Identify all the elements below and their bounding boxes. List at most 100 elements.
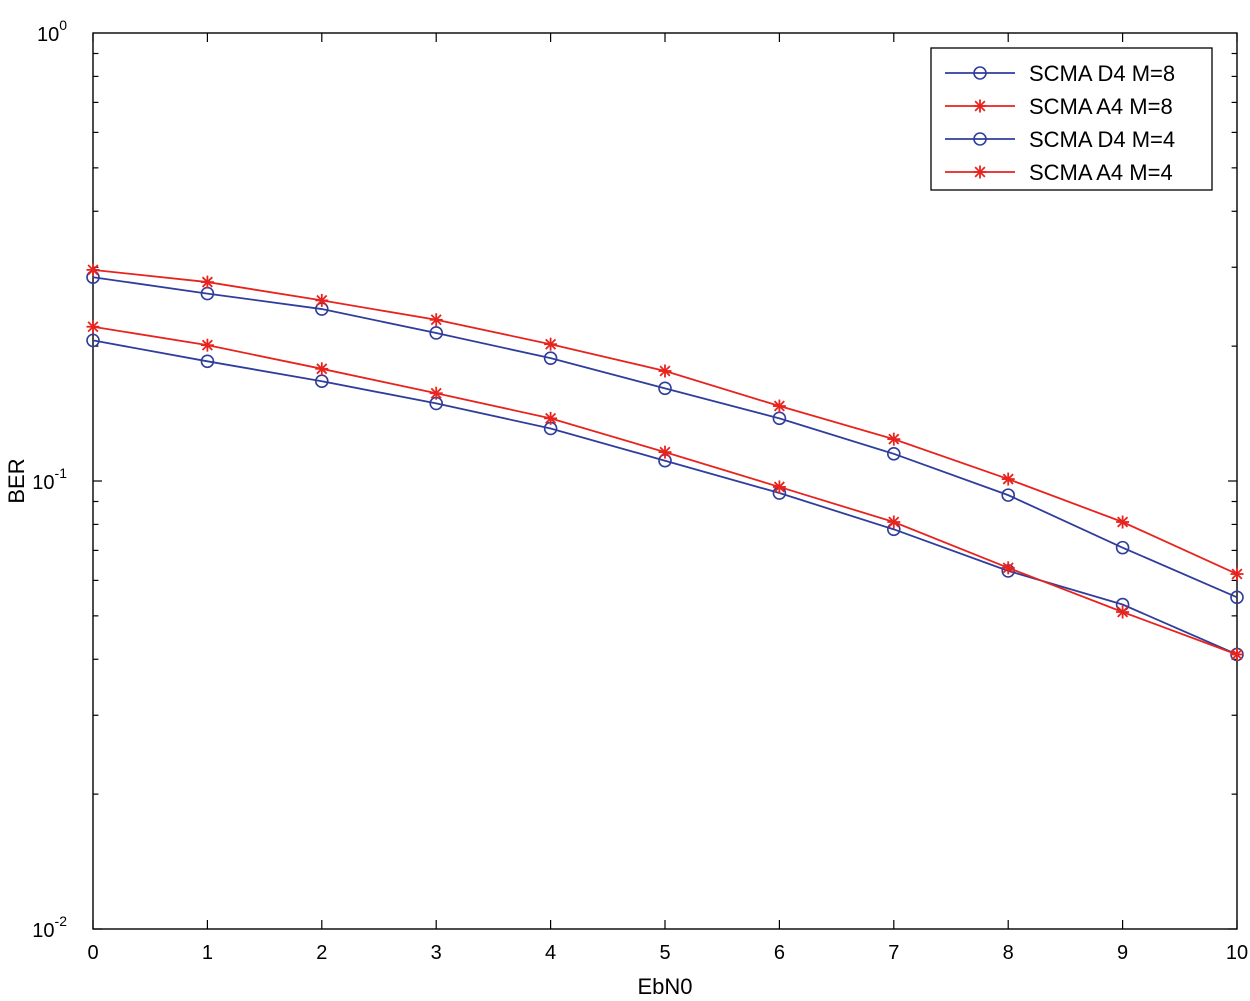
data-point	[1001, 472, 1015, 486]
data-point	[1230, 590, 1244, 605]
data-point	[429, 386, 443, 400]
marker-stroke	[430, 387, 442, 399]
x-tick-label: 3	[431, 942, 442, 964]
series-1	[86, 270, 1244, 605]
marker-stroke	[888, 516, 900, 528]
legend-box	[930, 47, 1213, 191]
marker-stroke	[888, 433, 900, 445]
data-point	[429, 313, 443, 327]
y-axis-label: BER	[4, 458, 29, 503]
marker-stroke	[1231, 568, 1243, 580]
data-point	[973, 132, 987, 146]
marker-stroke	[430, 314, 442, 326]
data-point	[544, 337, 558, 351]
data-point	[200, 338, 214, 352]
legend-item: SCMA D4 M=8	[945, 61, 1175, 86]
legend-label: SCMA D4 M=4	[1029, 127, 1175, 152]
y-tick-label-exponent: -2	[55, 913, 68, 929]
marker-stroke	[773, 400, 785, 412]
axis-labels: EbN0 BER	[4, 458, 693, 999]
marker-stroke	[316, 294, 328, 306]
data-point	[772, 399, 786, 413]
data-point	[973, 165, 987, 179]
data-point	[200, 275, 214, 289]
data-point	[200, 354, 215, 369]
data-point	[887, 515, 901, 529]
series-2	[86, 263, 1244, 581]
axis-ticks	[92, 33, 1238, 930]
y-tick-label-exponent: 0	[59, 17, 67, 33]
series-group	[86, 263, 1244, 662]
data-point	[1116, 605, 1130, 619]
legend-label: SCMA A4 M=8	[1029, 94, 1173, 119]
data-point	[658, 381, 672, 396]
data-point	[86, 263, 100, 277]
y-tick-label-base: 10	[32, 472, 54, 494]
data-point	[315, 293, 329, 307]
data-point	[544, 411, 558, 425]
x-axis-label: EbN0	[637, 974, 692, 999]
y-tick-label-base: 10	[37, 24, 59, 46]
marker-stroke	[1117, 606, 1129, 618]
series-line	[92, 276, 1238, 599]
data-point	[1230, 567, 1244, 581]
marker-stroke	[545, 412, 557, 424]
marker-stroke	[1231, 648, 1243, 660]
y-tick-label: 10-1	[32, 465, 67, 494]
legend-label: SCMA D4 M=8	[1029, 61, 1175, 86]
marker-stroke	[201, 339, 213, 351]
marker-stroke	[545, 338, 557, 350]
y-tick-label: 100	[37, 17, 67, 46]
y-tick-label-exponent: -1	[55, 465, 68, 481]
data-point	[658, 364, 672, 378]
legend-item: SCMA D4 M=4	[945, 127, 1175, 152]
marker-stroke	[974, 100, 986, 112]
x-tick-label: 9	[1117, 942, 1128, 964]
x-tick-label: 0	[87, 942, 98, 964]
marker-stroke	[1002, 473, 1014, 485]
marker-stroke	[659, 365, 671, 377]
x-tick-label: 10	[1226, 942, 1248, 964]
data-point	[973, 66, 987, 80]
data-point	[973, 99, 987, 113]
data-point	[658, 445, 672, 459]
data-point	[887, 432, 901, 446]
y-tick-label-base: 10	[32, 920, 54, 942]
marker-stroke	[659, 446, 671, 458]
x-tick-label: 7	[888, 942, 899, 964]
marker-stroke	[87, 321, 99, 333]
x-tick-label: 2	[316, 942, 327, 964]
marker-stroke	[1117, 516, 1129, 528]
data-point	[543, 351, 558, 365]
marker-stroke	[201, 276, 213, 288]
marker-stroke	[773, 481, 785, 493]
data-point	[315, 362, 329, 376]
data-point	[86, 333, 100, 348]
data-point	[772, 480, 786, 494]
marker-stroke	[87, 264, 99, 276]
x-tick-label: 8	[1003, 942, 1014, 964]
x-tick-label: 1	[202, 942, 213, 964]
y-tick-label: 10-2	[32, 913, 67, 942]
x-tick-label: 4	[545, 942, 556, 964]
data-point	[886, 447, 901, 461]
data-point	[1230, 647, 1244, 661]
legend-item: SCMA A4 M=4	[945, 160, 1173, 185]
x-tick-label: 5	[659, 942, 670, 964]
marker-stroke	[316, 363, 328, 375]
data-point	[1115, 540, 1130, 555]
series-4	[86, 320, 1244, 661]
legend-label: SCMA A4 M=4	[1029, 160, 1173, 185]
x-tick-label: 6	[774, 942, 785, 964]
data-point	[1116, 515, 1130, 529]
data-point	[86, 320, 100, 334]
marker-stroke	[974, 166, 986, 178]
legend-item: SCMA A4 M=8	[945, 94, 1173, 119]
legend: SCMA D4 M=8 SCMA A4 M=8 SCMA D4 M=4 SCMA A4…	[930, 47, 1213, 191]
data-point	[1001, 488, 1016, 502]
data-point	[429, 326, 444, 340]
marker-stroke	[1002, 562, 1014, 574]
